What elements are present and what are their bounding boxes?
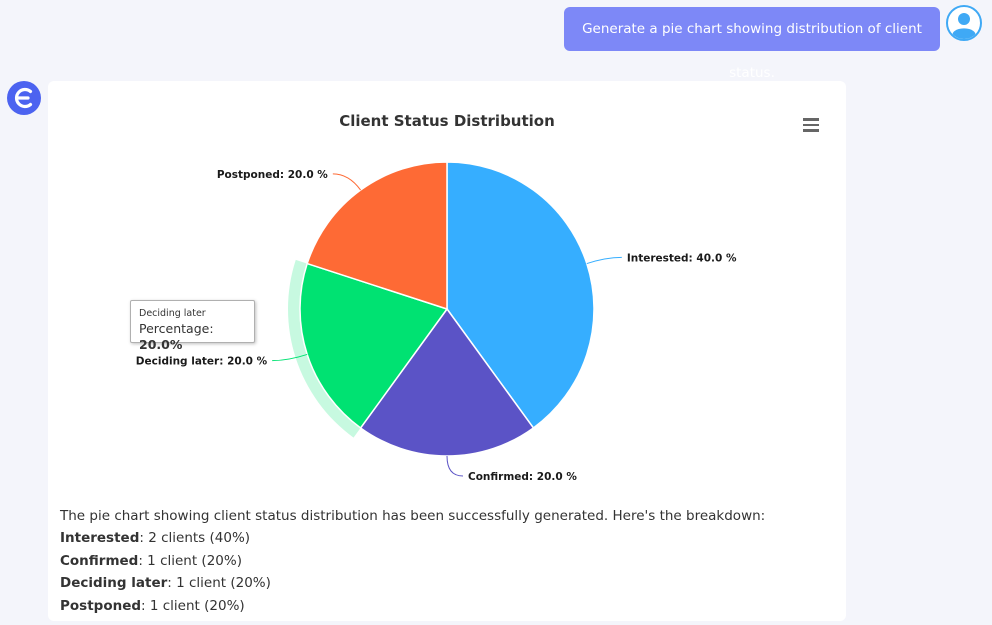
label-connector-interested [586,256,622,265]
chart-tooltip: Deciding later Percentage: 20.0% [130,300,255,352]
summary-item: Confirmed: 1 client (20%) [60,550,830,573]
slice-label-deciding-later: Deciding later: 20.0 % [136,356,268,368]
summary-item-text: : 1 client (20%) [138,552,242,569]
chart-menu-button[interactable] [800,115,822,135]
tooltip-value: 20.0% [139,337,183,352]
summary-item: Postponed: 1 client (20%) [60,595,830,618]
user-message-text: Generate a pie chart showing distributio… [582,21,922,81]
pie-slice-hover-halo [288,259,361,438]
chart-title: Client Status Distribution [339,112,555,130]
pie-slice-confirmed[interactable] [359,307,535,457]
label-connector-postponed [332,173,362,191]
user-avatar-icon[interactable] [946,5,982,41]
pie-slice-deciding-later[interactable] [299,262,449,429]
label-connector-confirmed [446,455,464,477]
slice-label-confirmed: Confirmed: 20.0 % [468,471,577,483]
summary-intro: The pie chart showing client status dist… [60,508,766,524]
tooltip-value-label: Percentage [139,321,210,336]
slice-label-interested: Interested: 40.0 % [627,252,737,264]
pie-slice-interested[interactable] [446,161,595,429]
label-connector-deciding-later [272,353,308,362]
assistant-message-card: Client Status Distribution Interested: 4… [48,81,846,621]
assistant-logo-icon [7,81,41,115]
summary-item-text: : 1 client (20%) [167,575,271,591]
summary-item-label: Confirmed [60,552,139,569]
summary-item-label: Interested [60,530,140,546]
summary-item-text: : 2 clients (40%) [139,530,251,546]
tooltip-series-name: Deciding later [139,308,206,319]
summary-item-text: : 1 client (20%) [141,597,245,614]
tooltip-value-line: Percentage: 20.0% [139,321,214,352]
summary-item: Interested: 2 clients (40%) [60,527,830,550]
user-message-bubble: Generate a pie chart showing distributio… [564,7,940,81]
summary-item-label: Postponed [60,597,142,614]
summary-text: The pie chart showing client status dist… [60,505,830,617]
pie-slice-postponed[interactable] [306,161,448,311]
summary-item-label: Deciding later [60,575,168,591]
pie-chart: Client Status Distribution Interested: 4… [136,112,737,483]
slice-label-postponed: Postponed: 20.0 % [217,169,328,181]
summary-item: Deciding later: 1 client (20%) [60,572,830,595]
